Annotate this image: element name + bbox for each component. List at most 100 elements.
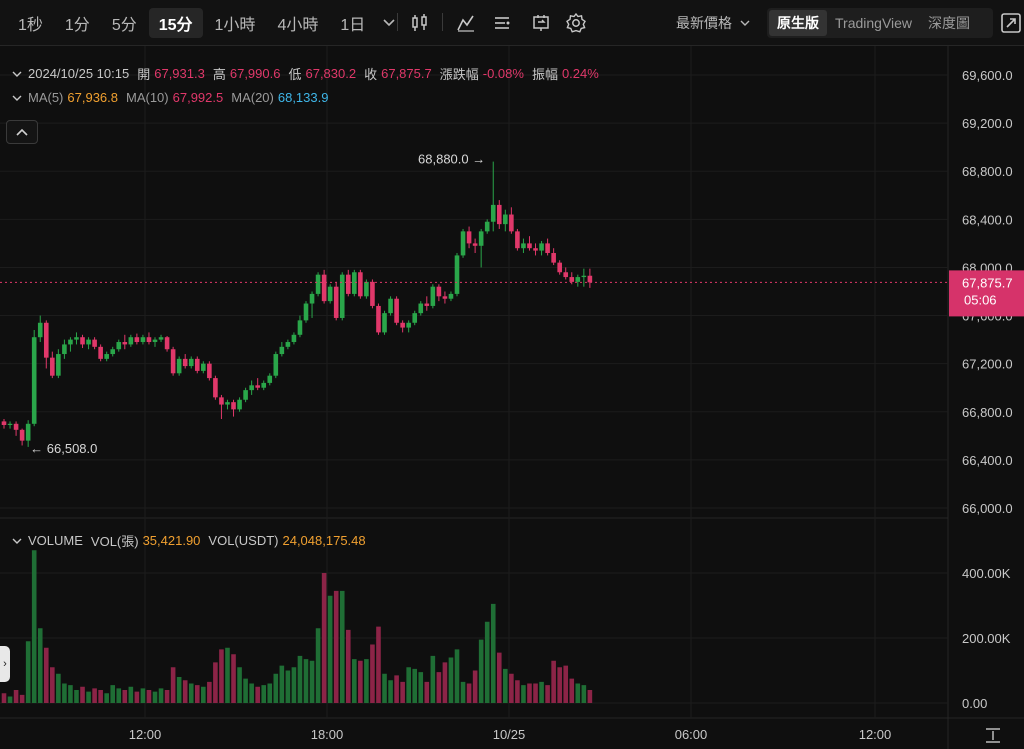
candle-body [406, 322, 411, 328]
settings-list-icon[interactable] [489, 10, 515, 36]
volume-bar [484, 621, 490, 703]
candle-type-icon[interactable] [407, 10, 433, 36]
vol-usdt-value: 24,048,175.48 [282, 533, 366, 548]
volume-bar [176, 677, 182, 703]
candle-body [370, 281, 375, 306]
candle-body [13, 423, 19, 430]
view-tradingview[interactable]: TradingView [835, 15, 913, 31]
fullscreen-icon[interactable] [1000, 12, 1022, 34]
candle-body [575, 277, 581, 282]
candle-body [194, 358, 200, 371]
candle-body [273, 354, 279, 376]
volume-bar [545, 685, 550, 703]
indicator-icon[interactable] [453, 10, 479, 36]
volume-bar [170, 667, 176, 703]
volume-bar [321, 573, 327, 703]
max-price-annotation: 68,880.0 → [418, 152, 485, 167]
interval-5m[interactable]: 5分 [111, 17, 137, 34]
high-label: 高 [212, 67, 226, 82]
candle-body [376, 305, 381, 333]
volume-bar [339, 590, 345, 703]
volume-bar [188, 683, 194, 703]
volume-bar [201, 686, 206, 703]
candle-body [146, 337, 152, 343]
volume-bar [231, 654, 236, 703]
price-tick-label: 68,800.0 [962, 164, 1013, 179]
volume-bar [122, 690, 128, 703]
candle-body [92, 339, 97, 347]
candle-body [243, 390, 248, 400]
candle-body [527, 243, 532, 249]
chevron-up-icon [16, 128, 28, 136]
interval-4h[interactable]: 4小時 [277, 17, 319, 34]
candle-body [484, 221, 490, 232]
candle-body [291, 334, 297, 343]
ma-chevron-icon[interactable] [12, 90, 22, 105]
price-tick-label: 66,400.0 [962, 453, 1013, 468]
interval-1h[interactable]: 1小時 [214, 17, 256, 34]
candle-body [7, 423, 13, 426]
chevron-down-icon[interactable] [377, 8, 401, 38]
low-value: 67,830.2 [305, 66, 357, 81]
volume-bar [539, 681, 544, 703]
candle-body [321, 274, 327, 302]
volume-bar [225, 647, 230, 703]
volume-bar [418, 672, 424, 703]
price-type-label: 最新價格 [676, 15, 732, 31]
price-type-dropdown[interactable]: 最新價格 [676, 13, 750, 33]
vol-contract-value: 35,421.90 [142, 533, 201, 548]
volume-bar [515, 680, 520, 703]
time-tick-label: 10/25 [493, 727, 526, 742]
volume-bar [352, 659, 357, 703]
candle-body [219, 397, 224, 405]
candle-body [339, 274, 345, 318]
volume-bar [110, 685, 116, 703]
legend-chevron-icon[interactable] [12, 66, 22, 81]
candle-body [231, 402, 236, 410]
candle-body [327, 286, 333, 302]
volume-bar [503, 668, 508, 703]
volume-bar [496, 652, 502, 703]
candle-body [382, 313, 387, 333]
last-price-value: 67,875.7 [962, 275, 1013, 290]
price-chart[interactable]: 69,600.069,200.068,800.068,400.068,000.0… [0, 46, 1024, 749]
volume-bar [527, 683, 532, 703]
candle-body [345, 274, 351, 294]
volume-bar [140, 688, 146, 703]
candle-body [436, 286, 442, 297]
candle-body [285, 342, 291, 347]
volume-bar [267, 683, 273, 703]
interval-15m[interactable]: 15分 [148, 8, 203, 38]
candle-body [68, 339, 73, 345]
amplitude-value: 0.24% [561, 66, 599, 81]
interval-1d[interactable]: 1日 [340, 17, 366, 34]
volume-bar [388, 680, 393, 703]
volume-chevron-icon[interactable] [12, 533, 22, 548]
reset-scale-icon[interactable] [986, 728, 1000, 743]
side-panel-toggle[interactable]: › [0, 646, 10, 682]
volume-tick-label: 200.00K [962, 631, 1011, 646]
candle-body [98, 346, 103, 359]
candle-body [86, 339, 91, 345]
volume-bar [80, 686, 85, 703]
collapse-legend-button[interactable] [6, 120, 38, 144]
volume-bar [237, 667, 242, 703]
volume-bar [50, 667, 55, 703]
interval-1s[interactable]: 1秒 [18, 17, 43, 34]
candle-body [43, 322, 49, 358]
chevron-down-icon [740, 20, 750, 26]
candle-body [515, 231, 520, 249]
gear-icon[interactable] [563, 10, 589, 36]
candle-body [25, 423, 31, 441]
price-tick-label: 66,800.0 [962, 405, 1013, 420]
candle-body [490, 204, 496, 222]
candle-body [521, 243, 526, 249]
interval-1m[interactable]: 1分 [64, 17, 90, 34]
high-value: 67,990.6 [229, 66, 281, 81]
view-native[interactable]: 原生版 [769, 10, 827, 36]
volume-bar [98, 690, 103, 703]
volume-bar [249, 683, 254, 703]
volume-bar [25, 641, 31, 703]
replay-icon[interactable] [528, 10, 554, 36]
view-depth[interactable]: 深度圖 [928, 15, 971, 31]
